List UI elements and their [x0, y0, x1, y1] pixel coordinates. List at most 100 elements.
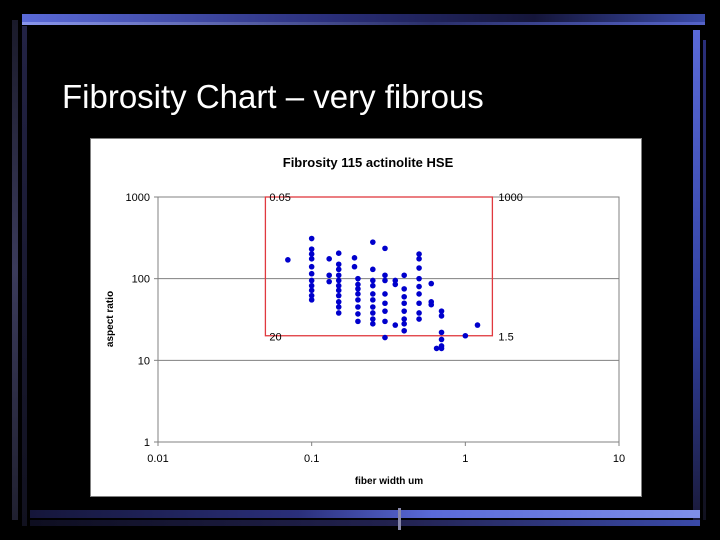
data-point-85	[474, 322, 481, 328]
data-point-44	[370, 316, 376, 322]
tick-layer: 1 10 100 1000 0.01 0.1 1 10	[126, 192, 626, 465]
data-point-38	[370, 277, 376, 284]
bottom-frame-accent	[30, 520, 700, 526]
data-point-69	[416, 283, 422, 290]
data-point-43	[370, 310, 376, 316]
data-point-32	[355, 297, 361, 303]
data-point-73	[416, 316, 422, 322]
data-point-33	[355, 304, 361, 310]
data-point-4	[308, 256, 315, 262]
data-point-0	[285, 257, 291, 263]
plot-area	[157, 196, 620, 443]
data-point-63	[401, 321, 407, 327]
data-point-25	[335, 310, 342, 316]
y-tick-label-0: 1	[144, 437, 150, 449]
data-point-65	[416, 251, 422, 257]
data-point-77	[438, 308, 445, 314]
scatter-chart: Fibrosity 115 actinolite HSE 0.05 1000 20 1…	[105, 155, 626, 487]
bottom-frame-bar	[30, 510, 700, 518]
data-point-46	[382, 245, 388, 252]
data-point-79	[438, 329, 445, 336]
data-point-26	[351, 255, 358, 261]
slide-title: Fibrosity Chart – very fibrous	[62, 78, 484, 115]
data-point-71	[416, 300, 422, 307]
chart-title: Fibrosity 115 actinolite HSE	[283, 155, 454, 170]
x-tick-label-2: 1	[462, 453, 468, 465]
data-point-47	[382, 272, 388, 279]
data-point-48	[382, 277, 388, 284]
region-label-top-right: 1000	[498, 192, 522, 204]
left-frame-accent	[22, 26, 27, 526]
data-point-12	[326, 256, 332, 262]
data-point-23	[335, 299, 342, 305]
right-frame-accent	[703, 40, 706, 520]
data-point-16	[335, 261, 342, 268]
bottom-frame-divider	[398, 508, 401, 530]
data-point-54	[392, 277, 399, 284]
x-tick-label-3: 10	[613, 453, 625, 465]
x-tick-label-1: 0.1	[304, 453, 319, 465]
data-point-55	[392, 281, 399, 288]
right-frame-bar	[693, 30, 700, 520]
region-layer: 0.05 1000 20 1.5	[264, 192, 523, 344]
y-tick-label-2: 100	[132, 274, 150, 286]
data-point-37	[370, 266, 376, 273]
data-point-11	[308, 297, 315, 303]
data-point-80	[438, 336, 445, 343]
data-point-41	[370, 297, 376, 303]
data-point-2	[308, 246, 315, 252]
y-tick-label-1: 10	[138, 355, 150, 367]
data-point-84	[462, 332, 469, 339]
data-point-30	[355, 286, 361, 292]
data-point-28	[355, 275, 361, 282]
data-point-50	[382, 300, 388, 307]
data-point-51	[382, 308, 388, 314]
data-point-42	[370, 304, 376, 310]
data-point-20	[335, 282, 342, 289]
data-point-31	[355, 291, 361, 297]
data-point-13	[326, 272, 332, 279]
data-point-19	[335, 277, 342, 284]
data-point-15	[335, 250, 342, 257]
data-point-72	[416, 310, 422, 316]
data-point-3	[308, 251, 315, 257]
data-point-18	[335, 272, 342, 279]
data-point-66	[416, 256, 422, 262]
region-label-top-left: 0.05	[269, 192, 290, 204]
data-point-67	[416, 265, 422, 271]
grid-layer	[158, 196, 619, 443]
data-point-8	[308, 282, 315, 289]
data-point-1	[308, 235, 315, 242]
data-point-74	[428, 280, 435, 287]
data-point-83	[433, 345, 440, 352]
data-point-17	[335, 266, 342, 273]
fibrous-region-box	[264, 196, 494, 337]
data-point-49	[382, 291, 388, 297]
data-point-57	[401, 272, 407, 279]
data-point-22	[335, 292, 342, 299]
y-tick-label-3: 1000	[126, 192, 150, 204]
data-point-24	[335, 304, 342, 310]
data-point-61	[401, 308, 407, 314]
data-point-64	[401, 327, 407, 334]
top-frame-accent	[22, 22, 705, 25]
data-point-35	[355, 318, 361, 325]
chart-frame: Fibrosity 115 actinolite HSE 0.05 1000 20 1…	[90, 138, 642, 497]
data-point-39	[370, 282, 376, 289]
y-axis-title: aspect ratio	[105, 291, 116, 347]
data-point-59	[401, 293, 407, 300]
data-point-10	[308, 292, 315, 299]
top-frame-bar	[22, 14, 705, 22]
data-point-36	[370, 239, 376, 245]
data-point-34	[355, 311, 361, 317]
data-point-21	[335, 287, 342, 294]
data-point-40	[370, 291, 376, 297]
data-point-76	[428, 301, 435, 308]
data-point-60	[401, 300, 407, 307]
points-layer	[285, 235, 481, 352]
data-point-7	[308, 277, 315, 284]
data-point-78	[438, 313, 445, 319]
data-point-56	[392, 322, 399, 328]
region-label-bottom-left: 20	[269, 332, 281, 344]
data-point-82	[438, 345, 445, 352]
